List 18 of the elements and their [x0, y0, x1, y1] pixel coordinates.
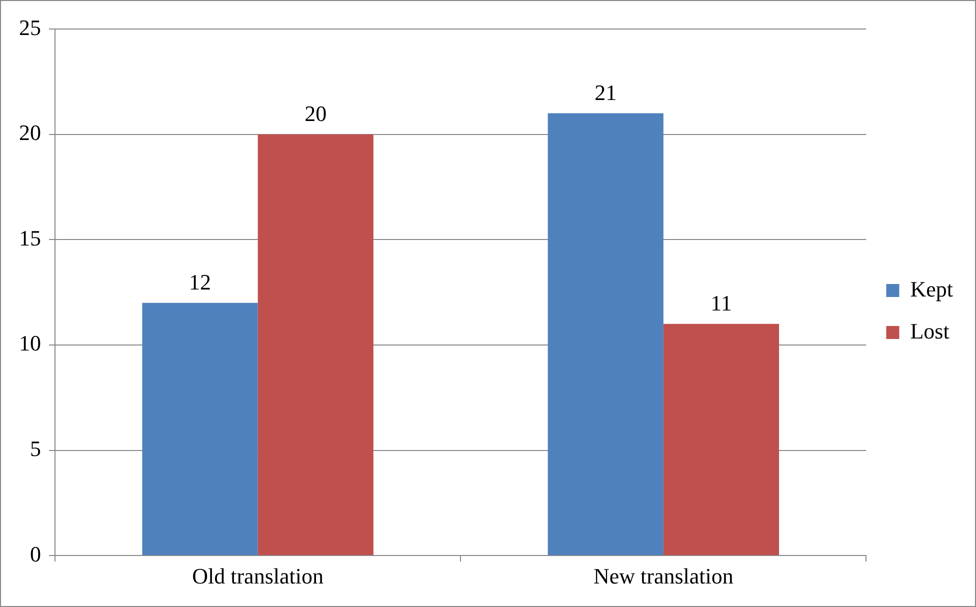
bar [142, 302, 258, 556]
y-tick-label: 20 [19, 120, 41, 146]
data-label: 11 [710, 290, 732, 316]
x-tick-label: New translation [593, 564, 734, 589]
y-tick-label: 25 [19, 14, 41, 40]
data-label: 21 [594, 80, 617, 106]
y-tick-label: 15 [19, 225, 41, 250]
y-tick-label: 10 [19, 330, 41, 356]
data-label: 12 [189, 270, 212, 295]
legend-label: Kept [910, 276, 953, 302]
bar [663, 324, 780, 556]
legend-label: Lost [910, 318, 950, 344]
y-tick-label: 0 [30, 541, 41, 566]
y-tick-label: 5 [30, 436, 41, 462]
bar [548, 113, 664, 556]
bar [258, 134, 374, 556]
data-label: 20 [304, 101, 327, 126]
x-tick-label: Old translation [192, 564, 324, 589]
